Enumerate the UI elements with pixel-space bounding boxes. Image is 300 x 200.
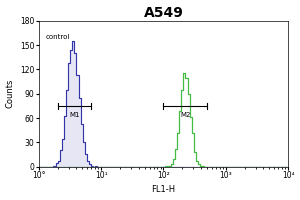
Text: M2: M2 <box>180 112 190 118</box>
X-axis label: FL1-H: FL1-H <box>152 185 176 194</box>
Text: control: control <box>46 34 70 40</box>
Text: M1: M1 <box>69 112 80 118</box>
Title: A549: A549 <box>143 6 183 20</box>
Y-axis label: Counts: Counts <box>6 79 15 108</box>
